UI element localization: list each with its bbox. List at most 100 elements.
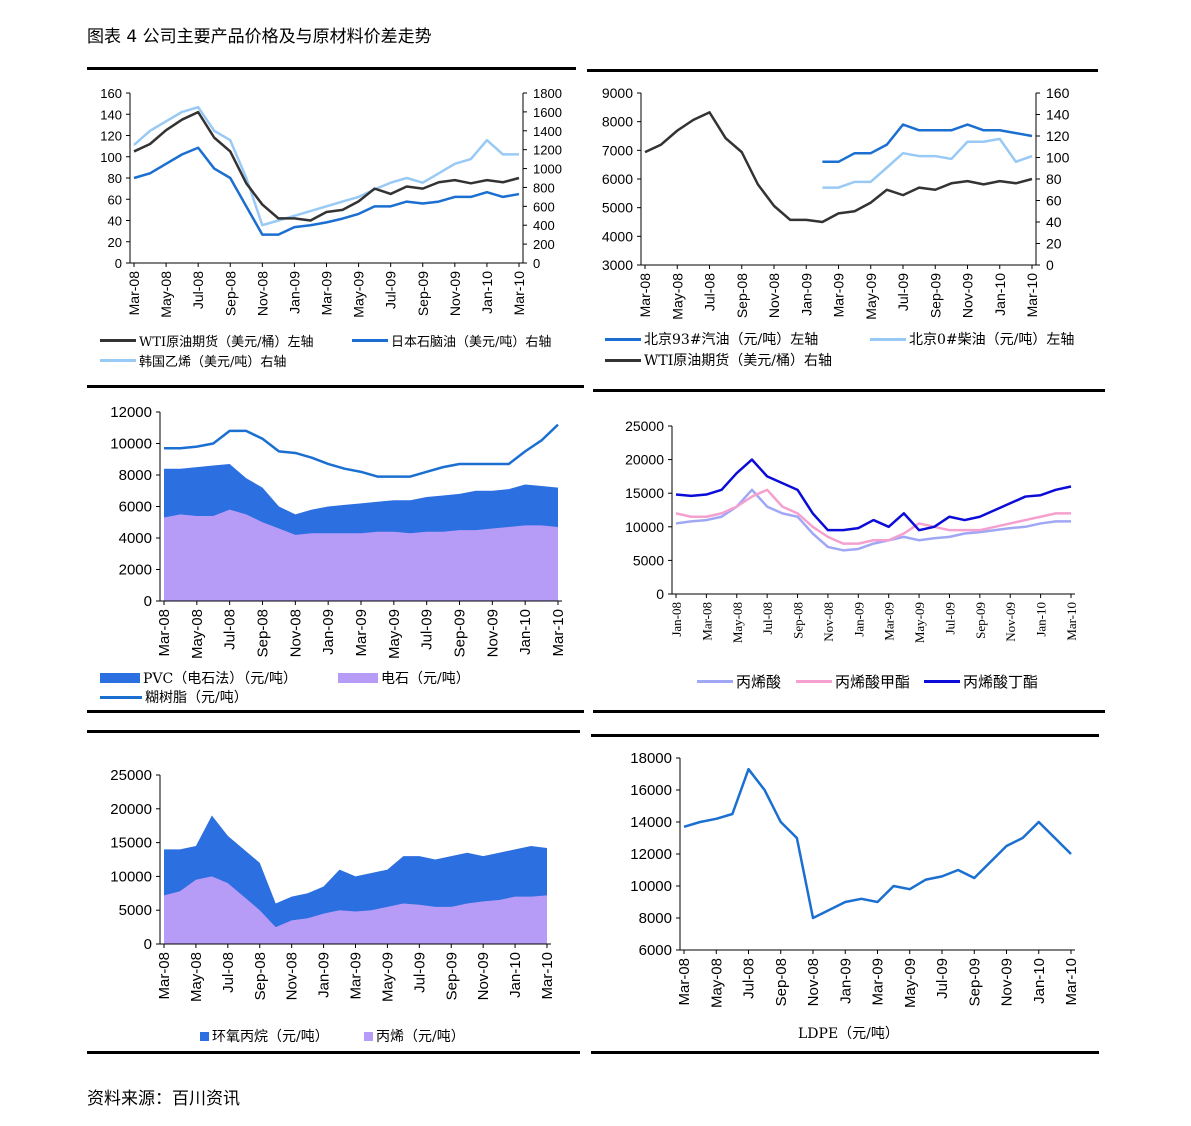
y-tick-label: 12000 bbox=[110, 404, 152, 421]
line-series bbox=[133, 105, 519, 227]
y-tick-label-right: 200 bbox=[533, 237, 555, 252]
x-tick-label: May-08 bbox=[730, 602, 745, 643]
legend-swatch bbox=[796, 680, 832, 683]
x-tick-label: May-08 bbox=[708, 958, 725, 1008]
x-tick-label: Nov-09 bbox=[999, 958, 1016, 1006]
x-tick-label: Mar-08 bbox=[156, 609, 173, 657]
x-tick-label: Nov-08 bbox=[766, 273, 782, 318]
chart-c3: 0 2000 4000 6000 8000 10000 12000 Mar-08 May-08 J… bbox=[110, 404, 567, 659]
legend-label: 日本石脑油（美元/吨）右轴 bbox=[391, 335, 552, 350]
legend-label: 北京93#汽油（元/吨）左轴 bbox=[644, 332, 819, 348]
x-tick-label: Mar-08 bbox=[156, 952, 173, 1000]
y-tick-label-right: 0 bbox=[1046, 257, 1054, 273]
x-tick-label: Sep-09 bbox=[415, 271, 431, 316]
y-tick-label: 7000 bbox=[602, 142, 633, 158]
divider bbox=[593, 710, 1105, 713]
line-series bbox=[822, 137, 1033, 189]
y-tick-label: 0 bbox=[144, 593, 152, 610]
legend-label: PVC（电石法）（元/吨） bbox=[143, 671, 297, 687]
y-tick-label: 4000 bbox=[602, 228, 633, 244]
x-tick-label: May-08 bbox=[188, 952, 205, 1002]
x-tick-label: Sep-08 bbox=[252, 952, 269, 1000]
y-tick-label: 20 bbox=[108, 235, 122, 250]
y-tick-label-right: 400 bbox=[533, 218, 555, 233]
legend-item: WTI原油期货（美元/桶）左轴 bbox=[100, 331, 314, 350]
x-tick-label: Mar-09 bbox=[348, 952, 365, 1000]
x-tick-label: Jan-09 bbox=[837, 958, 854, 1004]
legend-item: 糊树脂（元/吨） bbox=[100, 687, 248, 707]
x-tick-label: May-08 bbox=[189, 609, 206, 659]
x-tick-label: Mar-08 bbox=[676, 958, 693, 1006]
y-tick-label: 140 bbox=[100, 107, 122, 122]
x-tick-label: Jan-09 bbox=[798, 273, 814, 316]
x-tick-label: Jul-08 bbox=[702, 273, 718, 311]
x-tick-label: Jul-08 bbox=[760, 602, 775, 635]
legend-item: 电石（元/吨） bbox=[338, 668, 470, 688]
x-tick-label: Nov-08 bbox=[805, 958, 822, 1006]
figure-title: 图表 4 公司主要产品价格及与原材料价差走势 bbox=[87, 27, 432, 47]
y-tick-label: 9000 bbox=[602, 85, 633, 101]
x-tick-label: Jul-08 bbox=[741, 958, 758, 999]
y-tick-label: 20000 bbox=[110, 801, 152, 818]
area-series bbox=[164, 509, 558, 601]
y-tick-label: 10000 bbox=[630, 878, 672, 895]
x-tick-label: Jan-09 bbox=[320, 609, 337, 655]
y-tick-label-right: 1000 bbox=[533, 162, 562, 177]
divider bbox=[87, 385, 584, 388]
x-tick-label: Jan-10 bbox=[507, 952, 524, 998]
y-tick-label: 20000 bbox=[625, 452, 664, 468]
x-tick-label: Jan-08 bbox=[669, 602, 684, 637]
y-tick-label-right: 120 bbox=[1046, 128, 1070, 144]
x-tick-label: Jul-09 bbox=[383, 271, 399, 309]
line-series bbox=[133, 146, 520, 236]
source-note: 资料来源：百川资讯 bbox=[87, 1089, 240, 1109]
y-tick-label: 100 bbox=[100, 150, 122, 165]
x-tick-label: Sep-08 bbox=[734, 273, 750, 318]
line-series bbox=[675, 488, 1071, 545]
x-tick-label: Mar-09 bbox=[831, 273, 847, 318]
x-tick-label: Jan-10 bbox=[1034, 602, 1049, 637]
y-tick-label-right: 1200 bbox=[533, 143, 562, 158]
x-tick-label: Nov-08 bbox=[287, 609, 304, 657]
legend-label: 环氧丙烷（元/吨） bbox=[212, 1029, 329, 1045]
legend-swatch bbox=[100, 673, 140, 683]
y-tick-label: 5000 bbox=[119, 902, 152, 919]
y-tick-label: 160 bbox=[100, 86, 122, 101]
legend-item: 丙烯酸 bbox=[697, 671, 781, 692]
y-tick-label-right: 1600 bbox=[533, 105, 562, 120]
x-tick-label: May-09 bbox=[386, 609, 403, 659]
x-tick-label: Sep-09 bbox=[443, 952, 460, 1000]
legend-label: 丙烯（元/吨） bbox=[376, 1029, 465, 1045]
line-series bbox=[675, 488, 1071, 552]
x-tick-label: May-09 bbox=[863, 273, 879, 320]
chart-c6: 6000 8000 10000 12000 14000 16000 18000 Mar-08 M… bbox=[630, 750, 1080, 1008]
line-series bbox=[644, 111, 1033, 224]
legend-item: 北京93#汽油（元/吨）左轴 bbox=[605, 329, 818, 349]
x-tick-label: Nov-09 bbox=[484, 609, 501, 657]
y-tick-label: 15000 bbox=[625, 485, 664, 501]
divider bbox=[591, 1051, 1099, 1054]
x-tick-label: Jan-10 bbox=[1031, 958, 1048, 1004]
chart-c5: 0 5000 10000 15000 20000 25000 Mar-08 May-08 Jul… bbox=[110, 767, 556, 1002]
x-tick-label: Mar-09 bbox=[353, 609, 370, 657]
legend-item: 丙烯酸丁酯 bbox=[924, 671, 1038, 692]
legend-label: WTI原油期货（美元/桶）右轴 bbox=[644, 353, 832, 369]
x-tick-label: Jul-09 bbox=[934, 958, 951, 999]
x-tick-label: Jan-09 bbox=[316, 952, 333, 998]
legend-item: 韩国乙烯（美元/吨）右轴 bbox=[100, 351, 286, 370]
x-tick-label: May-08 bbox=[158, 271, 174, 318]
x-tick-label: Mar-08 bbox=[126, 271, 142, 316]
y-tick-label: 8000 bbox=[639, 910, 672, 927]
x-tick-label: Mar-09 bbox=[870, 958, 887, 1006]
x-tick-label: Mar-08 bbox=[699, 602, 714, 641]
y-tick-label-right: 140 bbox=[1046, 107, 1070, 123]
legend-label: 丙烯酸丁酯 bbox=[963, 673, 1039, 691]
x-tick-label: Jul-09 bbox=[895, 273, 911, 311]
x-tick-label: May-08 bbox=[669, 273, 685, 320]
legend-label: 北京0#柴油（元/吨）左轴 bbox=[909, 332, 1075, 348]
legend-label: LDPE（元/吨） bbox=[798, 1026, 899, 1042]
divider bbox=[87, 67, 576, 70]
x-tick-label: Mar-09 bbox=[882, 602, 897, 641]
x-tick-label: Jul-08 bbox=[220, 952, 237, 993]
y-tick-label-right: 60 bbox=[1046, 193, 1062, 209]
